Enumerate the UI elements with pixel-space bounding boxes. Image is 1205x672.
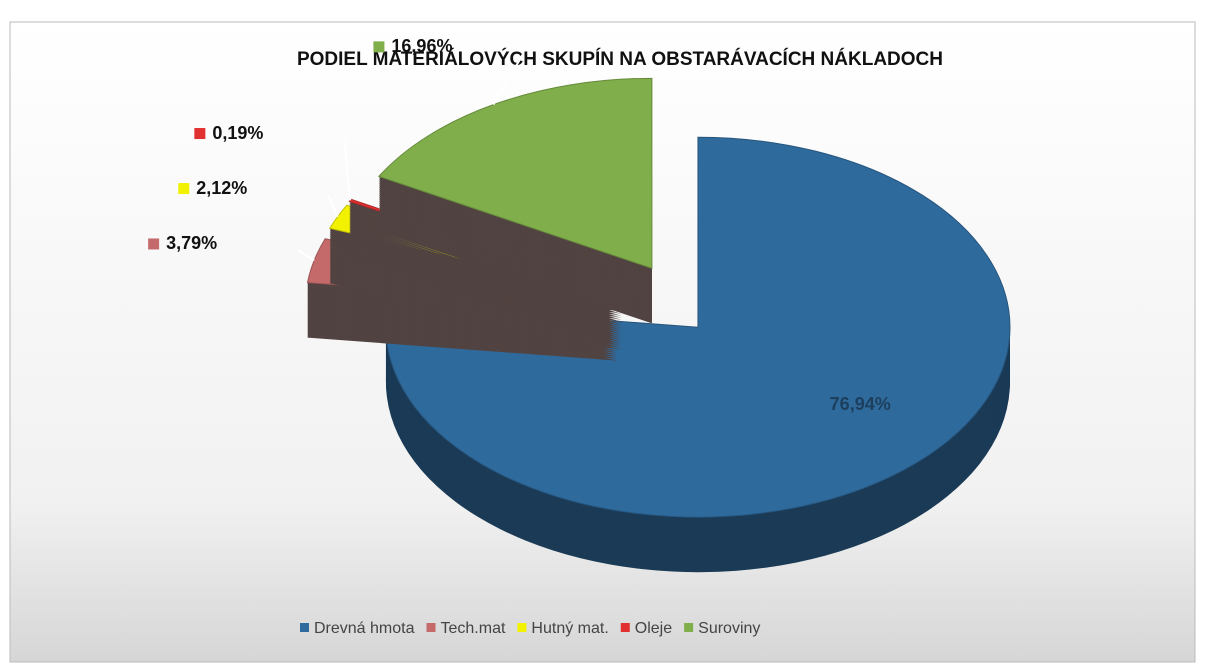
legend-label: Tech.mat xyxy=(441,620,506,637)
slice-top xyxy=(377,77,653,270)
data-label: 0,19% xyxy=(212,123,263,143)
slice-side xyxy=(349,228,625,321)
data-label: 2,12% xyxy=(196,178,247,198)
label-swatch xyxy=(194,128,206,140)
slice-side xyxy=(349,226,625,319)
slice-side xyxy=(349,232,625,325)
legend-swatch xyxy=(684,623,694,632)
legend-label: Hutný mat. xyxy=(531,620,608,637)
legend-swatch xyxy=(517,623,527,632)
leader-line xyxy=(327,194,339,217)
label-swatch xyxy=(178,183,190,195)
pie-slice xyxy=(385,136,1011,573)
slice-side xyxy=(349,224,625,317)
slice-side xyxy=(349,230,625,323)
slice-side xyxy=(349,244,625,337)
slice-side xyxy=(349,246,625,339)
slice-side xyxy=(349,252,625,345)
label-swatch xyxy=(811,399,823,411)
slice-side xyxy=(349,238,625,331)
slice-top xyxy=(385,136,1011,518)
data-label: 16,96% xyxy=(391,36,452,56)
legend-label: Drevná hmota xyxy=(314,620,415,637)
slice-side xyxy=(349,240,625,333)
legend-swatch xyxy=(426,623,436,632)
slice-side xyxy=(349,250,625,343)
legend-swatch xyxy=(300,623,309,632)
legend-label: Oleje xyxy=(635,620,672,637)
slice-side xyxy=(349,236,625,329)
slice-side xyxy=(349,248,625,341)
data-label: 3,79% xyxy=(166,233,217,253)
leader-line xyxy=(343,139,352,201)
slice-side xyxy=(349,222,625,315)
chart-title: PODIEL MATERIÁLOVÝCH SKUPÍN NA OBSTARÁVA… xyxy=(297,48,943,70)
label-swatch xyxy=(373,41,385,53)
slice-side xyxy=(349,234,625,327)
pie-slice xyxy=(377,77,653,324)
leader-line xyxy=(297,249,315,262)
leader-line xyxy=(492,52,525,106)
slice-side xyxy=(349,254,625,347)
legend-swatch xyxy=(620,623,630,632)
slice-side xyxy=(349,242,625,335)
legend-label: Suroviny xyxy=(698,620,760,637)
label-swatch xyxy=(148,238,160,250)
data-label: 76,94% xyxy=(830,394,891,414)
